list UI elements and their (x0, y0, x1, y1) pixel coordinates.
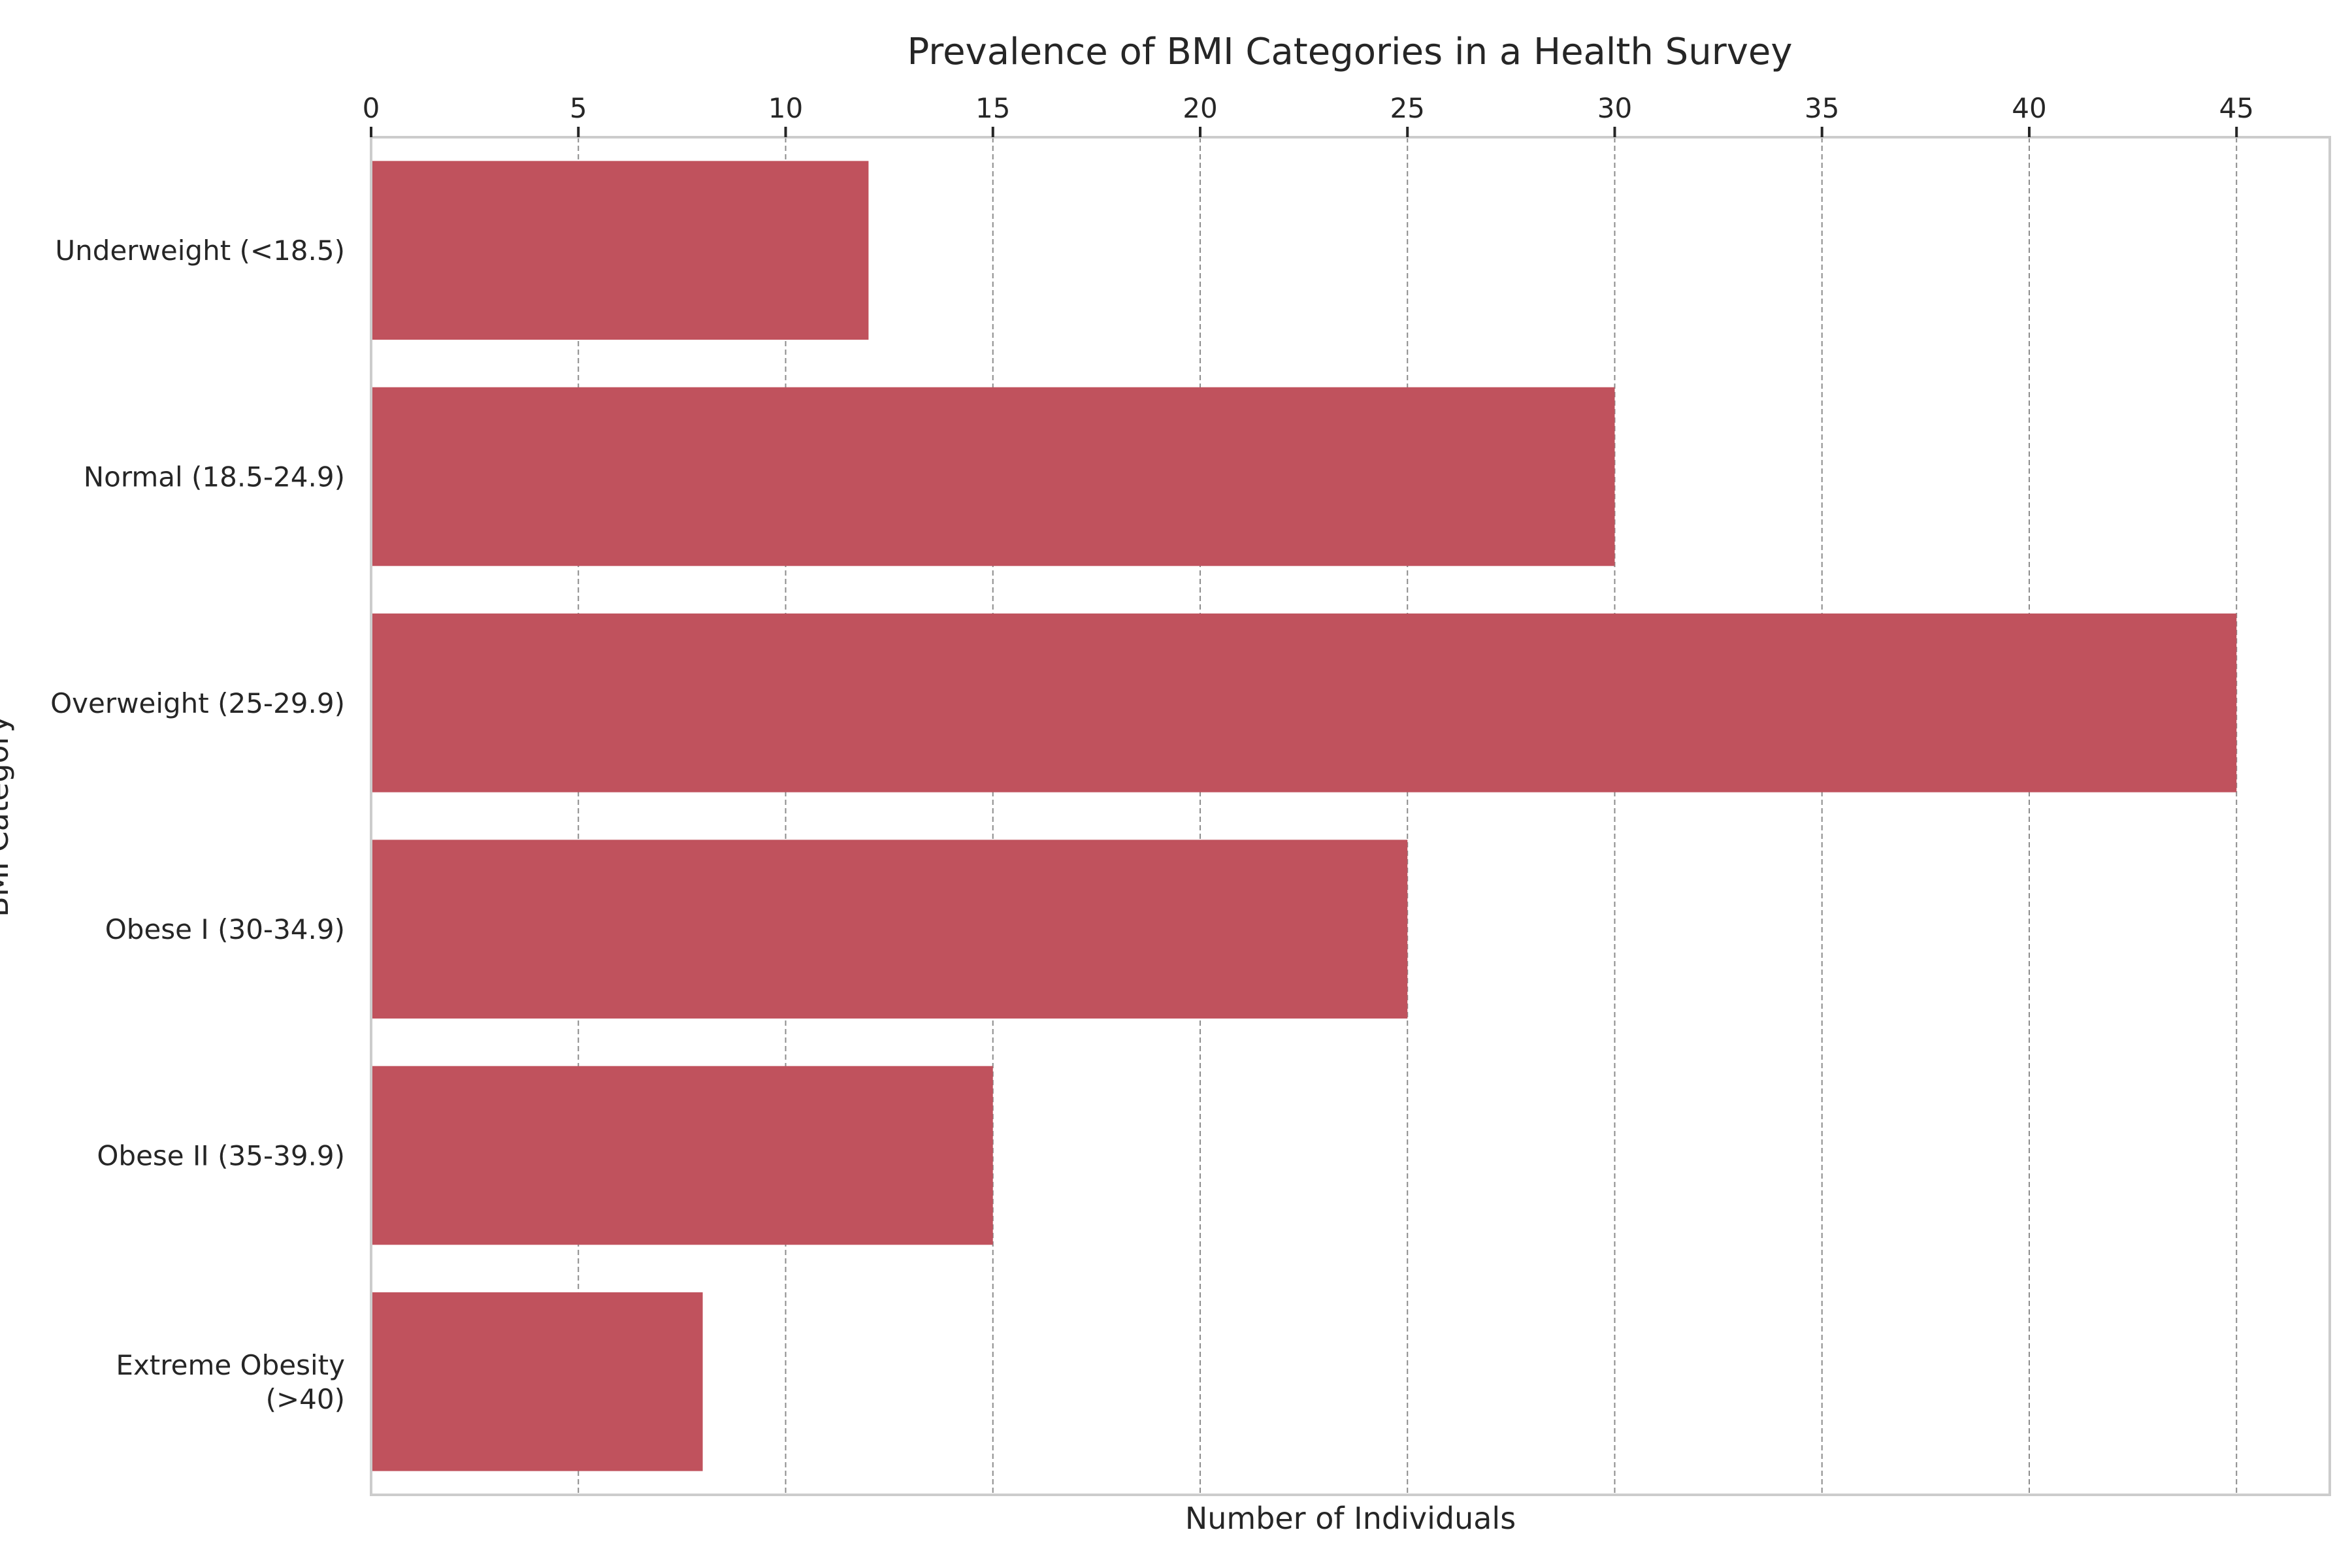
x-tick-label: 35 (1805, 92, 1839, 124)
gridlines (578, 137, 2238, 1495)
y-axis-title: BMI Category (0, 715, 15, 917)
bar (371, 1292, 703, 1471)
y-category-label-line: Obese II (35-39.9) (97, 1140, 345, 1172)
x-axis-ticks: 0 5 10 15 20 25 30 35 40 45 (363, 92, 2254, 137)
x-tick-label: 30 (1597, 92, 1632, 124)
x-tick-label: 40 (2012, 92, 2046, 124)
y-axis-category-labels: Underweight (<18.5) Normal (18.5-24.9) Ove… (50, 235, 345, 1415)
x-tick-label: 20 (1183, 92, 1217, 124)
y-category-label: Obese I (30-34.9) (105, 913, 345, 945)
y-category-label-line: (>40) (266, 1383, 345, 1415)
x-tick-label: 0 (363, 92, 380, 124)
x-tick-label: 15 (975, 92, 1010, 124)
y-category-label: Extreme Obesity (>40) (116, 1349, 345, 1415)
bar (371, 840, 1408, 1019)
y-category-label: Underweight (<18.5) (55, 235, 345, 267)
y-category-label-line: Overweight (25-29.9) (50, 687, 345, 719)
bars (371, 161, 2237, 1471)
y-category-label: Normal (18.5-24.9) (84, 461, 345, 493)
y-category-label-line: Underweight (<18.5) (55, 235, 345, 267)
x-tick-label: 45 (2219, 92, 2254, 124)
x-axis-title: Number of Individuals (1185, 1501, 1516, 1536)
bar (371, 613, 2237, 792)
bar (371, 387, 1615, 566)
y-category-label: Overweight (25-29.9) (50, 687, 345, 719)
chart-title: Prevalence of BMI Categories in a Health… (907, 31, 1793, 73)
y-category-label-line: Obese I (30-34.9) (105, 913, 345, 945)
y-category-label-line: Extreme Obesity (116, 1349, 345, 1381)
plot-frame (370, 136, 2331, 1496)
y-category-label-line: Normal (18.5-24.9) (84, 461, 345, 493)
bar (371, 1066, 993, 1245)
x-tick-label: 25 (1390, 92, 1425, 124)
x-tick-label: 5 (570, 92, 587, 124)
bar (371, 161, 869, 340)
y-category-label: Obese II (35-39.9) (97, 1140, 345, 1172)
x-tick-label: 10 (768, 92, 803, 124)
